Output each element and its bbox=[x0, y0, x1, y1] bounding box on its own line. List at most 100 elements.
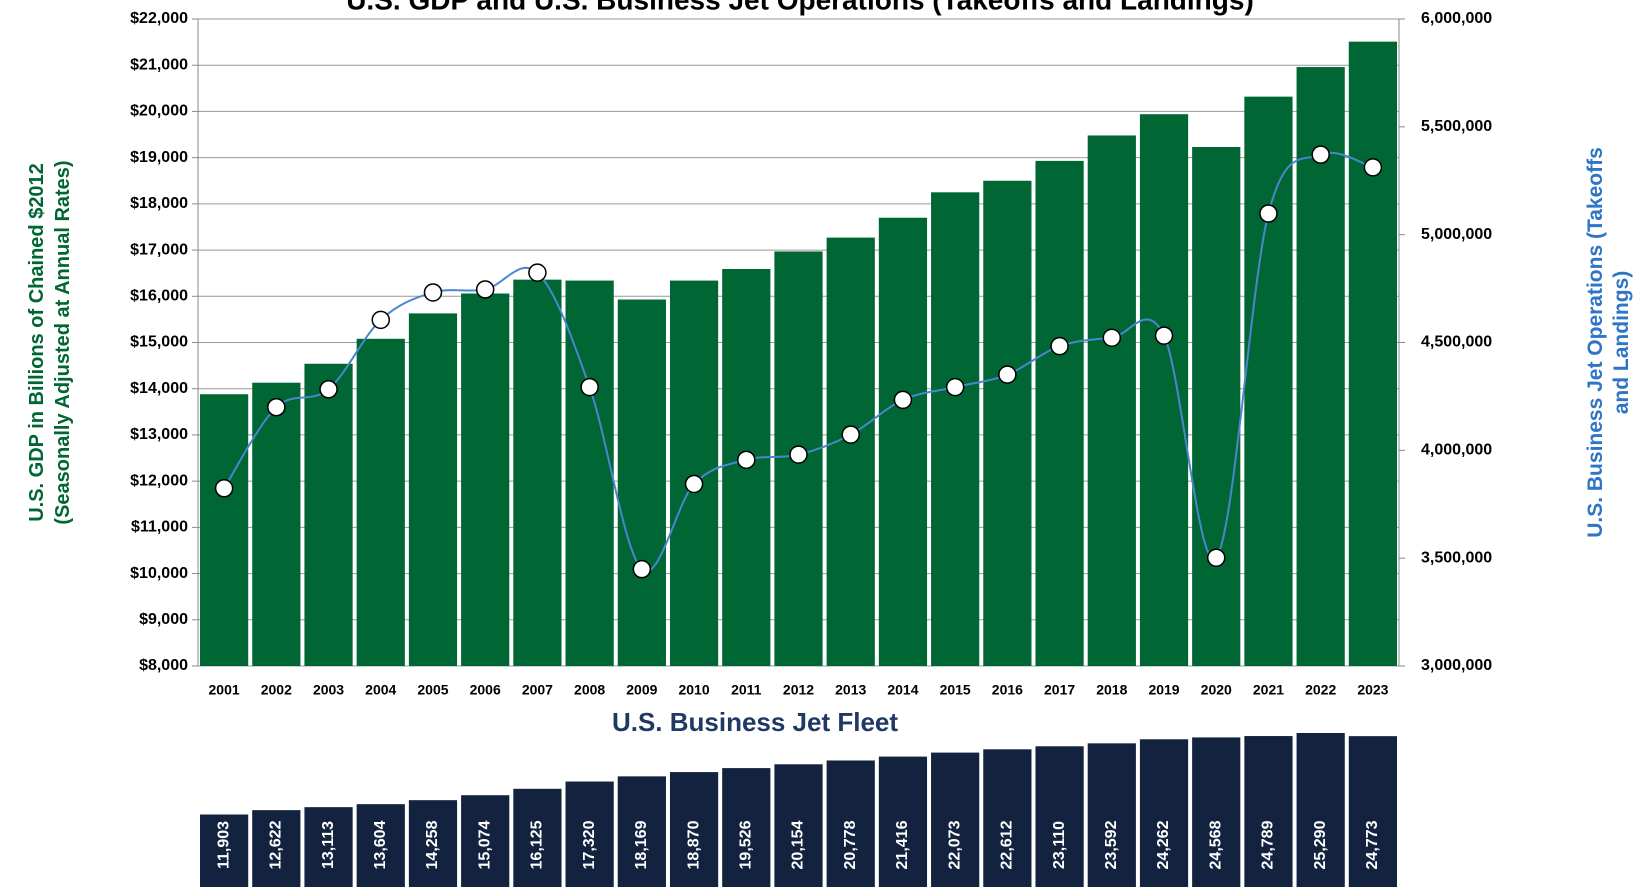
fleet-value-label: 24,262 bbox=[1155, 820, 1172, 869]
fleet-bar bbox=[565, 781, 614, 887]
ops-marker bbox=[580, 377, 599, 397]
ops-marker bbox=[1050, 336, 1069, 356]
bar bbox=[1348, 41, 1397, 666]
ops-marker bbox=[1154, 326, 1174, 345]
ops-marker bbox=[267, 397, 286, 417]
fleet-bar bbox=[1087, 743, 1136, 887]
fleet-bar bbox=[356, 804, 405, 887]
fleet-value-label: 22,073 bbox=[946, 820, 963, 869]
y-tick-label: $19,000 bbox=[130, 149, 188, 166]
ops-marker bbox=[841, 425, 860, 444]
y-tick-label: $11,000 bbox=[131, 519, 188, 536]
x-tick-label: 2014 bbox=[887, 682, 918, 698]
x-tick-label: 2020 bbox=[1201, 682, 1232, 698]
bar bbox=[1296, 67, 1345, 666]
bar bbox=[1192, 147, 1241, 667]
y-tick-label: $15,000 bbox=[130, 334, 188, 351]
y2-axis-title: U.S. Business Jet Operations (Takeoffs an… bbox=[1584, 147, 1633, 538]
x-tick-label: 2005 bbox=[417, 682, 448, 698]
y-axis-title: U.S. GDP in Billions of Chained $2012 (Se… bbox=[26, 160, 74, 524]
fleet-value-label: 24,568 bbox=[1207, 820, 1224, 869]
ops-marker bbox=[945, 377, 965, 397]
y2-axis-title-line: U.S. Business Jet Operations (Takeoffs bbox=[1584, 147, 1607, 538]
y-tick-label: $21,000 bbox=[130, 56, 188, 73]
fleet-bar bbox=[774, 764, 823, 887]
y2-tick-label: 6,000,000 bbox=[1421, 10, 1492, 27]
fleet-bar bbox=[304, 807, 353, 887]
fleet-value-label: 13,113 bbox=[320, 821, 337, 869]
x-tick-label: 2015 bbox=[940, 682, 971, 698]
x-tick-label: 2001 bbox=[209, 682, 240, 698]
fleet-value-label: 23,592 bbox=[1103, 820, 1120, 869]
x-tick-label: 2004 bbox=[365, 682, 396, 698]
fleet-title: U.S. Business Jet Fleet bbox=[612, 707, 898, 737]
bar bbox=[983, 180, 1032, 666]
x-tick-label: 2003 bbox=[313, 682, 344, 698]
fleet-value-label: 17,320 bbox=[581, 820, 598, 869]
y-tick-label: $9,000 bbox=[139, 611, 188, 628]
fleet-value-label: 20,778 bbox=[842, 820, 859, 869]
y-tick-label: $16,000 bbox=[130, 288, 188, 305]
ops-marker bbox=[423, 283, 443, 302]
y2-tick-label: 3,500,000 bbox=[1421, 549, 1492, 566]
bar bbox=[513, 279, 562, 666]
fleet-bar bbox=[513, 788, 562, 887]
fleet-value-label: 19,526 bbox=[738, 820, 755, 869]
x-tick-label: 2022 bbox=[1305, 682, 1336, 698]
ops-marker bbox=[737, 450, 756, 470]
fleet-value-label: 18,870 bbox=[685, 820, 702, 869]
bar bbox=[1087, 135, 1136, 666]
ops-marker bbox=[789, 445, 808, 464]
y2-tick-label: 4,500,000 bbox=[1421, 334, 1492, 351]
ops-marker bbox=[214, 479, 234, 498]
y-tick-label: $8,000 bbox=[139, 657, 188, 674]
x-tick-label: 2008 bbox=[574, 682, 605, 698]
x-tick-label: 2007 bbox=[522, 682, 553, 698]
bar bbox=[304, 363, 353, 666]
fleet-bar bbox=[878, 756, 928, 887]
ops-marker bbox=[1363, 158, 1383, 177]
x-tick-label: 2009 bbox=[626, 682, 657, 698]
bar bbox=[252, 382, 301, 666]
y-axis-title-line: U.S. GDP in Billions of Chained $2012 bbox=[26, 163, 48, 522]
fleet-value-label: 24,773 bbox=[1364, 820, 1381, 869]
y2-tick-label: 3,000,000 bbox=[1421, 657, 1492, 674]
ops-marker bbox=[319, 380, 338, 399]
bar bbox=[461, 293, 510, 666]
ops-marker bbox=[632, 559, 652, 579]
x-tick-label: 2002 bbox=[261, 682, 292, 698]
ops-marker bbox=[1102, 328, 1122, 348]
x-tick-label: 2021 bbox=[1253, 682, 1284, 698]
fleet-value-label: 16,125 bbox=[529, 820, 546, 869]
fleet-value-label: 21,416 bbox=[894, 820, 911, 869]
x-tick-label: 2018 bbox=[1096, 682, 1127, 698]
fleet-value-label: 15,074 bbox=[476, 820, 493, 869]
fleet-bar bbox=[1296, 733, 1345, 887]
fleet-bar bbox=[826, 760, 875, 887]
ops-marker bbox=[998, 365, 1017, 384]
fleet-bar bbox=[408, 800, 458, 887]
bar bbox=[617, 299, 666, 666]
fleet-bar bbox=[1244, 736, 1293, 887]
bar bbox=[356, 338, 405, 666]
x-tick-label: 2012 bbox=[783, 682, 814, 698]
fleet-bar bbox=[617, 776, 666, 887]
bar bbox=[1244, 96, 1293, 666]
bar bbox=[1035, 160, 1084, 666]
fleet-value-label: 24,789 bbox=[1260, 820, 1277, 869]
y-tick-label: $20,000 bbox=[130, 103, 188, 120]
fleet-value-label: 14,258 bbox=[424, 820, 441, 869]
y-tick-label: $10,000 bbox=[130, 565, 188, 582]
fleet-value-label: 22,612 bbox=[999, 820, 1016, 869]
x-tick-label: 2019 bbox=[1148, 682, 1179, 698]
fleet-bar bbox=[1035, 746, 1084, 887]
ops-marker bbox=[1311, 145, 1330, 164]
x-tick-label: 2006 bbox=[470, 682, 501, 698]
fleet-value-label: 18,169 bbox=[633, 820, 650, 869]
y-tick-label: $12,000 bbox=[130, 472, 188, 489]
ops-marker bbox=[893, 390, 913, 410]
bar bbox=[826, 237, 875, 666]
y2-tick-label: 4,000,000 bbox=[1421, 442, 1492, 459]
bar bbox=[669, 280, 719, 666]
